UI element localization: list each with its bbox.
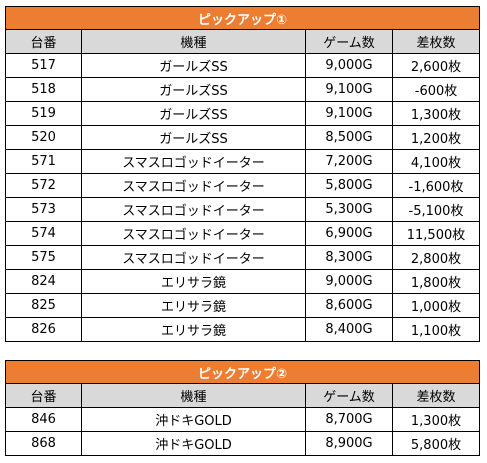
header-row: 台番 機種 ゲーム数 差枚数: [5, 29, 481, 54]
machine-number-cell: 826: [5, 317, 82, 342]
header-machine-number: 台番: [5, 29, 82, 54]
coin-difference-cell: -600枚: [391, 77, 481, 102]
pickup-2-title: ピックアップ②: [4, 360, 481, 384]
machine-number-cell: 846: [5, 407, 82, 432]
coin-difference-cell: 1,800枚: [391, 269, 481, 294]
machine-number-cell: 519: [5, 101, 82, 126]
game-count-cell: 7,200G: [305, 149, 393, 174]
coin-difference-cell: 2,600枚: [391, 53, 481, 78]
game-count-cell: 8,700G: [305, 407, 393, 432]
coin-difference-cell: 1,200枚: [391, 125, 481, 150]
header-machine-model: 機種: [81, 29, 306, 54]
game-count-cell: 9,000G: [305, 53, 393, 78]
machine-model-cell: スマスロゴッドイーター: [81, 245, 306, 270]
header-coin-difference: 差枚数: [391, 383, 481, 408]
machine-model-cell: スマスロゴッドイーター: [81, 173, 306, 198]
machine-model-cell: スマスロゴッドイーター: [81, 221, 306, 246]
table-row: 573 スマスロゴッドイーター 5,300G -5,100枚: [5, 197, 481, 222]
machine-number-cell: 575: [5, 245, 82, 270]
game-count-cell: 5,800G: [305, 173, 393, 198]
game-count-cell: 8,600G: [305, 293, 393, 318]
game-count-cell: 6,900G: [305, 221, 393, 246]
game-count-cell: 9,000G: [305, 269, 393, 294]
machine-number-cell: 571: [5, 149, 82, 174]
coin-difference-cell: 1,300枚: [391, 101, 481, 126]
header-coin-difference: 差枚数: [391, 29, 481, 54]
header-machine-number: 台番: [5, 383, 82, 408]
coin-difference-cell: 5,800枚: [391, 431, 481, 456]
game-count-cell: 8,900G: [305, 431, 393, 456]
table-row: 520 ガールズSS 8,500G 1,200枚: [5, 125, 481, 150]
table-row: 572 スマスロゴッドイーター 5,800G -1,600枚: [5, 173, 481, 198]
table-row: 846 沖ドキGOLD 8,700G 1,300枚: [5, 407, 481, 432]
header-game-count: ゲーム数: [305, 29, 393, 54]
game-count-cell: 8,300G: [305, 245, 393, 270]
machine-model-cell: エリサラ鏡: [81, 269, 306, 294]
game-count-cell: 8,500G: [305, 125, 393, 150]
table-row: 517 ガールズSS 9,000G 2,600枚: [5, 53, 481, 78]
machine-model-cell: ガールズSS: [81, 77, 306, 102]
table-row: 824 エリサラ鏡 9,000G 1,800枚: [5, 269, 481, 294]
machine-number-cell: 825: [5, 293, 82, 318]
table-row: 519 ガールズSS 9,100G 1,300枚: [5, 101, 481, 126]
table-row: 825 エリサラ鏡 8,600G 1,000枚: [5, 293, 481, 318]
machine-model-cell: ガールズSS: [81, 101, 306, 126]
machine-model-cell: 沖ドキGOLD: [81, 407, 306, 432]
table-row: 518 ガールズSS 9,100G -600枚: [5, 77, 481, 102]
machine-number-cell: 868: [5, 431, 82, 456]
coin-difference-cell: 4,100枚: [391, 149, 481, 174]
coin-difference-cell: 1,000枚: [391, 293, 481, 318]
machine-model-cell: 沖ドキGOLD: [81, 431, 306, 456]
machine-model-cell: ガールズSS: [81, 53, 306, 78]
machine-number-cell: 572: [5, 173, 82, 198]
machine-number-cell: 573: [5, 197, 82, 222]
machine-model-cell: エリサラ鏡: [81, 317, 306, 342]
table-row: 826 エリサラ鏡 8,400G 1,100枚: [5, 317, 481, 342]
machine-number-cell: 518: [5, 77, 82, 102]
machine-number-cell: 517: [5, 53, 82, 78]
machine-model-cell: スマスロゴッドイーター: [81, 149, 306, 174]
coin-difference-cell: -5,100枚: [391, 197, 481, 222]
header-game-count: ゲーム数: [305, 383, 393, 408]
coin-difference-cell: 2,800枚: [391, 245, 481, 270]
machine-model-cell: エリサラ鏡: [81, 293, 306, 318]
pickup-2-table: ピックアップ② 台番 機種 ゲーム数 差枚数 846 沖ドキGOLD 8,700G 1…: [4, 360, 481, 456]
machine-number-cell: 574: [5, 221, 82, 246]
game-count-cell: 8,400G: [305, 317, 393, 342]
game-count-cell: 5,300G: [305, 197, 393, 222]
table-row: 571 スマスロゴッドイーター 7,200G 4,100枚: [5, 149, 481, 174]
game-count-cell: 9,100G: [305, 101, 393, 126]
table-row: 574 スマスロゴッドイーター 6,900G 11,500枚: [5, 221, 481, 246]
coin-difference-cell: -1,600枚: [391, 173, 481, 198]
coin-difference-cell: 1,100枚: [391, 317, 481, 342]
header-row: 台番 機種 ゲーム数 差枚数: [5, 383, 481, 408]
table-row: 575 スマスロゴッドイーター 8,300G 2,800枚: [5, 245, 481, 270]
game-count-cell: 9,100G: [305, 77, 393, 102]
coin-difference-cell: 11,500枚: [391, 221, 481, 246]
coin-difference-cell: 1,300枚: [391, 407, 481, 432]
machine-model-cell: ガールズSS: [81, 125, 306, 150]
table-row: 868 沖ドキGOLD 8,900G 5,800枚: [5, 431, 481, 456]
machine-model-cell: スマスロゴッドイーター: [81, 197, 306, 222]
machine-number-cell: 824: [5, 269, 82, 294]
machine-number-cell: 520: [5, 125, 82, 150]
pickup-1-table: ピックアップ① 台番 機種 ゲーム数 差枚数 517 ガールズSS 9,000G 2,…: [4, 6, 481, 342]
header-machine-model: 機種: [81, 383, 306, 408]
pickup-1-title: ピックアップ①: [4, 6, 481, 30]
